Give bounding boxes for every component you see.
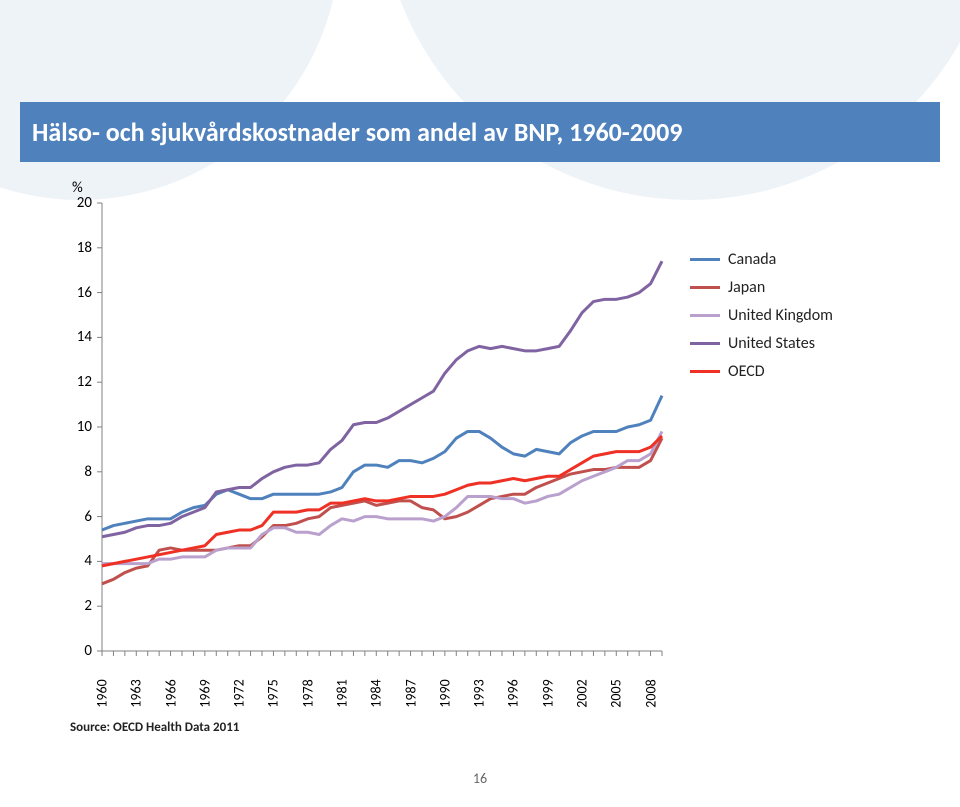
page-number: 16 (0, 770, 960, 787)
x-tick-label: 1990 (436, 679, 453, 707)
page-title: Hälso- och sjukvårdskostnader som andel … (32, 116, 682, 148)
y-tick-label: 0 (84, 642, 92, 660)
slide: Hälso- och sjukvårdskostnader som andel … (0, 0, 960, 807)
plot-area (102, 203, 662, 651)
x-tick-label: 1969 (196, 679, 213, 707)
y-tick-label: 10 (77, 418, 92, 436)
legend-label: Canada (728, 250, 776, 269)
bg-shape (0, 0, 340, 200)
y-tick-label: 6 (84, 508, 92, 526)
x-tick-label: 2008 (642, 679, 659, 707)
series-canada (102, 396, 662, 530)
y-tick-label: 8 (84, 463, 92, 481)
legend-label: Japan (728, 278, 765, 297)
legend-item: Japan (690, 273, 910, 301)
y-tick-label: 20 (77, 194, 92, 212)
x-tick-label: 1960 (94, 679, 111, 707)
x-tick-label: 1987 (402, 679, 419, 707)
legend-swatch (690, 286, 720, 289)
source-label: Source: OECD Health Data 2011 (70, 720, 239, 735)
legend-item: United States (690, 329, 910, 357)
x-tick-label: 1972 (231, 679, 248, 707)
y-tick-label: 4 (84, 552, 92, 570)
x-axis-labels: 1960196319661969197219751978198119841987… (102, 663, 662, 703)
x-tick-label: 1984 (368, 679, 385, 707)
chart: % 02468101214161820 19601963196619691972… (30, 185, 930, 705)
series-united-kingdom (102, 431, 662, 563)
x-tick-label: 1975 (265, 679, 282, 707)
y-tick-label: 18 (77, 239, 92, 257)
legend-item: United Kingdom (690, 301, 910, 329)
y-tick-label: 14 (77, 328, 92, 346)
legend-label: OECD (728, 362, 765, 381)
x-tick-label: 1978 (299, 679, 316, 707)
x-tick-label: 2005 (608, 679, 625, 707)
x-tick-label: 1963 (128, 679, 145, 707)
y-axis-labels: 02468101214161820 (30, 203, 98, 651)
legend-label: United Kingdom (728, 306, 833, 325)
line-chart-svg (102, 203, 662, 651)
title-band: Hälso- och sjukvårdskostnader som andel … (20, 102, 940, 162)
x-tick-label: 2002 (574, 679, 591, 707)
y-tick-label: 16 (77, 284, 92, 302)
legend-swatch (690, 342, 720, 345)
x-tick-label: 1999 (539, 679, 556, 707)
series-oecd (102, 436, 662, 566)
legend-label: United States (728, 334, 815, 353)
legend: Canada Japan United Kingdom United States OE… (690, 245, 910, 385)
series-united-states (102, 261, 662, 537)
legend-item: Canada (690, 245, 910, 273)
y-tick-label: 12 (77, 373, 92, 391)
legend-item: OECD (690, 357, 910, 385)
legend-swatch (690, 314, 720, 317)
x-tick-label: 1966 (162, 679, 179, 707)
legend-swatch (690, 258, 720, 261)
y-tick-label: 2 (84, 597, 92, 615)
bg-shape (380, 0, 960, 200)
x-tick-label: 1981 (334, 679, 351, 707)
x-tick-label: 1993 (471, 679, 488, 707)
legend-swatch (690, 370, 720, 373)
x-tick-label: 1996 (505, 679, 522, 707)
